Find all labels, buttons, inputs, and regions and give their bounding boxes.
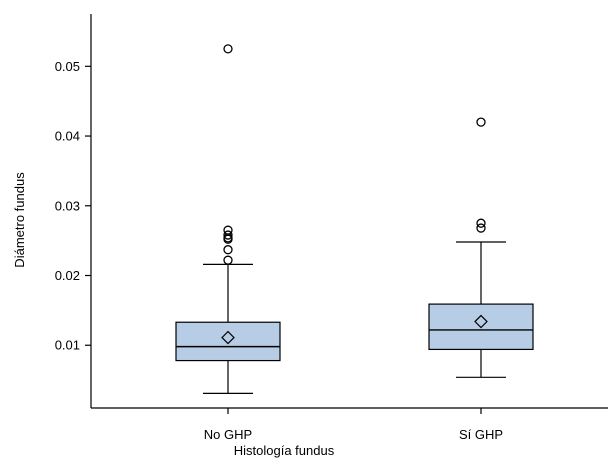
- x-axis-label: Histología fundus: [234, 443, 335, 458]
- y-tick-label: 0.01: [55, 338, 80, 353]
- mean-marker: [221, 330, 235, 345]
- iqr-box: [175, 321, 281, 362]
- y-tick-label: 0.02: [55, 268, 80, 283]
- outlier-point: [223, 225, 233, 235]
- mean-marker: [474, 314, 488, 329]
- outlier-point: [223, 44, 233, 54]
- box-no-ghp: [175, 44, 281, 394]
- x-tick-label: Sí GHP: [459, 427, 503, 442]
- x-tick-label: No GHP: [204, 427, 252, 442]
- x-ticks: No GHP Sí GHP: [204, 408, 503, 442]
- y-tick-label: 0.04: [55, 129, 80, 144]
- y-tick-label: 0.03: [55, 198, 80, 213]
- outlier-point: [223, 230, 233, 240]
- box-si-ghp: [428, 117, 534, 378]
- y-ticks: 0.01 0.02 0.03 0.04 0.05: [55, 59, 91, 353]
- outlier-point: [476, 218, 486, 228]
- boxes: [175, 44, 534, 394]
- y-tick-label: 0.05: [55, 59, 80, 74]
- outlier-point: [476, 117, 486, 127]
- outlier-point: [223, 245, 233, 255]
- outlier-point: [223, 255, 233, 265]
- y-axis-label: Diámetro fundus: [12, 172, 27, 268]
- axes: [90, 14, 608, 409]
- outlier-point: [476, 223, 486, 233]
